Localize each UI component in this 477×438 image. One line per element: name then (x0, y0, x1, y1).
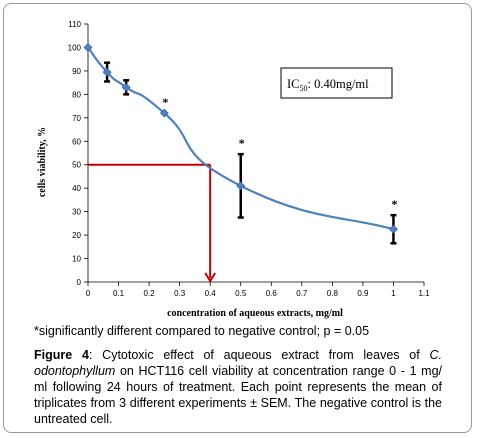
caption-text-1: : Cytotoxic effect of aqueous extract fr… (88, 348, 430, 362)
x-tick-label: 0.5 (235, 289, 247, 298)
y-tick-label: 30 (72, 208, 81, 217)
figure-caption: Figure 4: Cytotoxic effect of aqueous ex… (34, 347, 442, 427)
ic50-arrowhead (204, 272, 217, 283)
y-tick-label: 80 (72, 90, 81, 99)
ic50-value: : 0.40mg/ml (308, 77, 370, 91)
axes: 0 10 20 30 40 50 60 70 80 90 100 110 0 0.1 0.2 0.3 0.4 0.… (68, 20, 430, 298)
y-tick-label: 110 (68, 20, 81, 29)
ic50-subscript: 50 (300, 84, 308, 93)
y-axis-label: cells viability, % (37, 127, 48, 197)
x-tick-label: 0 (86, 289, 91, 298)
caption-text-2: on HCT116 cell viability at concentratio… (34, 364, 442, 426)
y-tick-label: 40 (72, 184, 81, 193)
y-tick-label: 70 (72, 114, 81, 123)
data-series: * * * (83, 43, 398, 245)
x-tick-label: 0.9 (357, 289, 369, 298)
x-tick-label: 0.7 (296, 289, 308, 298)
significance-marker: * (239, 136, 245, 150)
significance-marker: * (162, 95, 168, 109)
x-tick-label: 0.1 (113, 289, 125, 298)
x-tick-label: 0.4 (205, 289, 217, 298)
viability-chart: 0 10 20 30 40 50 60 70 80 90 100 110 0 0.1 0.2 0.3 0.4 0.… (37, 20, 430, 319)
data-point-marker (83, 43, 93, 52)
y-tick-label: 0 (77, 278, 82, 287)
y-tick-label: 50 (72, 161, 81, 170)
data-point-marker (159, 108, 169, 118)
figure-label: Figure 4 (34, 348, 89, 362)
x-tick-label: 0.3 (174, 289, 186, 298)
y-tick-label: 20 (72, 231, 81, 240)
ic50-annotation-text: IC50: 0.40mg/ml (287, 77, 369, 93)
x-tick-label: 1.1 (418, 289, 430, 298)
y-tick-label: 60 (72, 137, 81, 146)
significance-marker: * (391, 197, 397, 211)
x-tick-label: 1 (391, 289, 396, 298)
ic50-guide-lines (88, 163, 217, 283)
species-name: C. odontophyllum (34, 348, 443, 378)
y-tick-label: 10 (72, 255, 81, 264)
x-axis-label: concentration of aqueous extracts, mg/ml (167, 308, 343, 319)
data-point-marker (389, 224, 398, 234)
ic50-annotation-box: IC50: 0.40mg/ml (280, 67, 393, 99)
data-point-marker (121, 82, 131, 92)
y-tick-label: 100 (68, 43, 82, 52)
x-tick-label: 0.8 (327, 289, 339, 298)
data-point-marker (236, 181, 246, 191)
y-tick-label: 90 (72, 67, 81, 76)
data-point-marker (102, 67, 112, 77)
significance-note: *significantly different compared to neg… (34, 324, 370, 338)
ic50-prefix: IC (287, 77, 300, 91)
x-tick-label: 0.2 (144, 289, 156, 298)
x-tick-label: 0.6 (266, 289, 278, 298)
